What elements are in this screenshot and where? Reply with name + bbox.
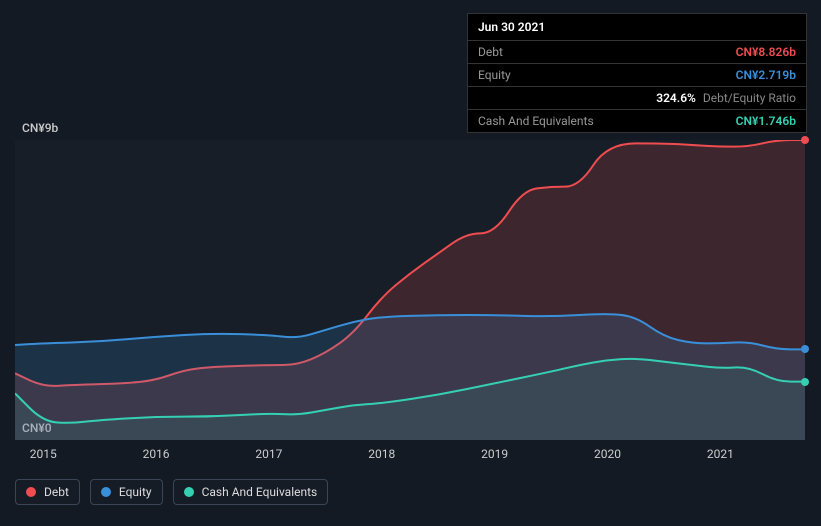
y-axis-max-label: CN¥9b bbox=[22, 121, 58, 135]
tooltip-label: Cash And Equivalents bbox=[478, 114, 594, 128]
legend: Debt Equity Cash And Equivalents bbox=[15, 479, 328, 505]
tooltip-value-wrap: CN¥8.826b bbox=[736, 45, 796, 59]
series-end-marker bbox=[801, 345, 809, 353]
x-axis-tick: 2020 bbox=[594, 447, 621, 461]
tooltip-row: Cash And Equivalents CN¥1.746b bbox=[468, 109, 806, 132]
x-axis-tick: 2016 bbox=[143, 447, 170, 461]
legend-swatch-icon bbox=[184, 487, 194, 497]
legend-label: Debt bbox=[44, 485, 69, 499]
x-axis-tick: 2015 bbox=[30, 447, 57, 461]
tooltip-row: Equity CN¥2.719b bbox=[468, 63, 806, 86]
tooltip-value-wrap: CN¥1.746b bbox=[736, 114, 796, 128]
x-axis-tick: 2019 bbox=[481, 447, 508, 461]
legend-swatch-icon bbox=[26, 487, 36, 497]
tooltip-row: Debt CN¥8.826b bbox=[468, 40, 806, 63]
tooltip-label: Debt bbox=[478, 45, 503, 59]
tooltip-value: CN¥2.719b bbox=[736, 68, 796, 82]
x-axis-tick: 2021 bbox=[707, 447, 734, 461]
tooltip-value: CN¥1.746b bbox=[736, 114, 796, 128]
tooltip-label: Equity bbox=[478, 68, 511, 82]
x-axis: 2015 2016 2017 2018 2019 2020 2021 bbox=[0, 447, 821, 467]
x-axis-tick: 2017 bbox=[255, 447, 282, 461]
tooltip-value: CN¥8.826b bbox=[736, 45, 796, 59]
legend-label: Cash And Equivalents bbox=[202, 485, 318, 499]
legend-swatch-icon bbox=[101, 487, 111, 497]
legend-item[interactable]: Debt bbox=[15, 479, 80, 505]
legend-label: Equity bbox=[119, 485, 152, 499]
tooltip-value-wrap: 324.6% Debt/Equity Ratio bbox=[656, 91, 796, 105]
chart-svg bbox=[15, 140, 805, 440]
chart-tooltip: Jun 30 2021 Debt CN¥8.826b Equity CN¥2.719b 3… bbox=[467, 13, 807, 133]
x-axis-tick: 2018 bbox=[368, 447, 395, 461]
legend-item[interactable]: Equity bbox=[90, 479, 163, 505]
tooltip-value-wrap: CN¥2.719b bbox=[736, 68, 796, 82]
tooltip-row: 324.6% Debt/Equity Ratio bbox=[468, 86, 806, 109]
plot-area[interactable] bbox=[15, 140, 805, 440]
tooltip-date: Jun 30 2021 bbox=[468, 14, 806, 40]
debt-equity-chart: Jun 30 2021 Debt CN¥8.826b Equity CN¥2.719b 3… bbox=[0, 0, 821, 526]
series-end-marker bbox=[801, 378, 809, 386]
tooltip-extra: Debt/Equity Ratio bbox=[700, 91, 796, 105]
tooltip-value: 324.6% bbox=[656, 91, 696, 105]
series-end-marker bbox=[801, 136, 809, 144]
legend-item[interactable]: Cash And Equivalents bbox=[173, 479, 329, 505]
